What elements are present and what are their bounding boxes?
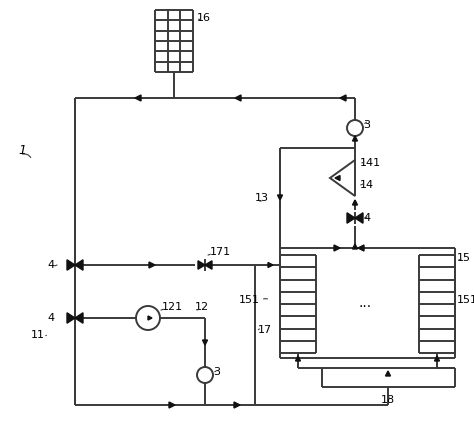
Polygon shape bbox=[277, 195, 283, 200]
Text: 141: 141 bbox=[360, 158, 381, 168]
Polygon shape bbox=[335, 175, 340, 181]
Text: 15: 15 bbox=[457, 253, 471, 263]
Polygon shape bbox=[347, 213, 355, 223]
Text: 1: 1 bbox=[18, 143, 26, 157]
Polygon shape bbox=[205, 261, 212, 269]
Text: 4: 4 bbox=[363, 213, 370, 223]
Text: 171: 171 bbox=[210, 247, 231, 257]
Text: 3: 3 bbox=[213, 367, 220, 377]
Text: 151: 151 bbox=[239, 295, 260, 305]
Polygon shape bbox=[353, 136, 357, 141]
Text: 16: 16 bbox=[197, 13, 211, 23]
Polygon shape bbox=[355, 213, 363, 223]
Polygon shape bbox=[135, 95, 141, 101]
Text: 18: 18 bbox=[381, 395, 395, 405]
Polygon shape bbox=[67, 260, 75, 270]
Text: 12: 12 bbox=[195, 302, 209, 312]
Polygon shape bbox=[67, 313, 75, 323]
Polygon shape bbox=[234, 402, 240, 408]
Polygon shape bbox=[169, 402, 175, 408]
Polygon shape bbox=[75, 260, 83, 270]
Text: 121: 121 bbox=[162, 302, 183, 312]
Text: ...: ... bbox=[358, 296, 372, 310]
Polygon shape bbox=[353, 200, 357, 205]
Polygon shape bbox=[295, 356, 301, 361]
Polygon shape bbox=[235, 95, 241, 101]
Polygon shape bbox=[202, 340, 208, 345]
Polygon shape bbox=[268, 263, 273, 268]
Polygon shape bbox=[75, 313, 83, 323]
Polygon shape bbox=[148, 316, 152, 320]
Polygon shape bbox=[340, 95, 346, 101]
Polygon shape bbox=[198, 261, 205, 269]
Polygon shape bbox=[334, 245, 340, 251]
Polygon shape bbox=[149, 262, 155, 268]
Text: 4: 4 bbox=[48, 260, 55, 270]
Text: 3: 3 bbox=[363, 120, 370, 130]
Polygon shape bbox=[358, 245, 364, 251]
Text: 4: 4 bbox=[48, 313, 55, 323]
Text: 11: 11 bbox=[31, 330, 45, 340]
Polygon shape bbox=[385, 371, 391, 376]
Polygon shape bbox=[435, 356, 439, 361]
Text: 14: 14 bbox=[360, 180, 374, 190]
Text: 151: 151 bbox=[457, 295, 474, 305]
Polygon shape bbox=[353, 244, 357, 249]
Text: 13: 13 bbox=[255, 193, 269, 203]
Text: 17: 17 bbox=[258, 325, 272, 335]
